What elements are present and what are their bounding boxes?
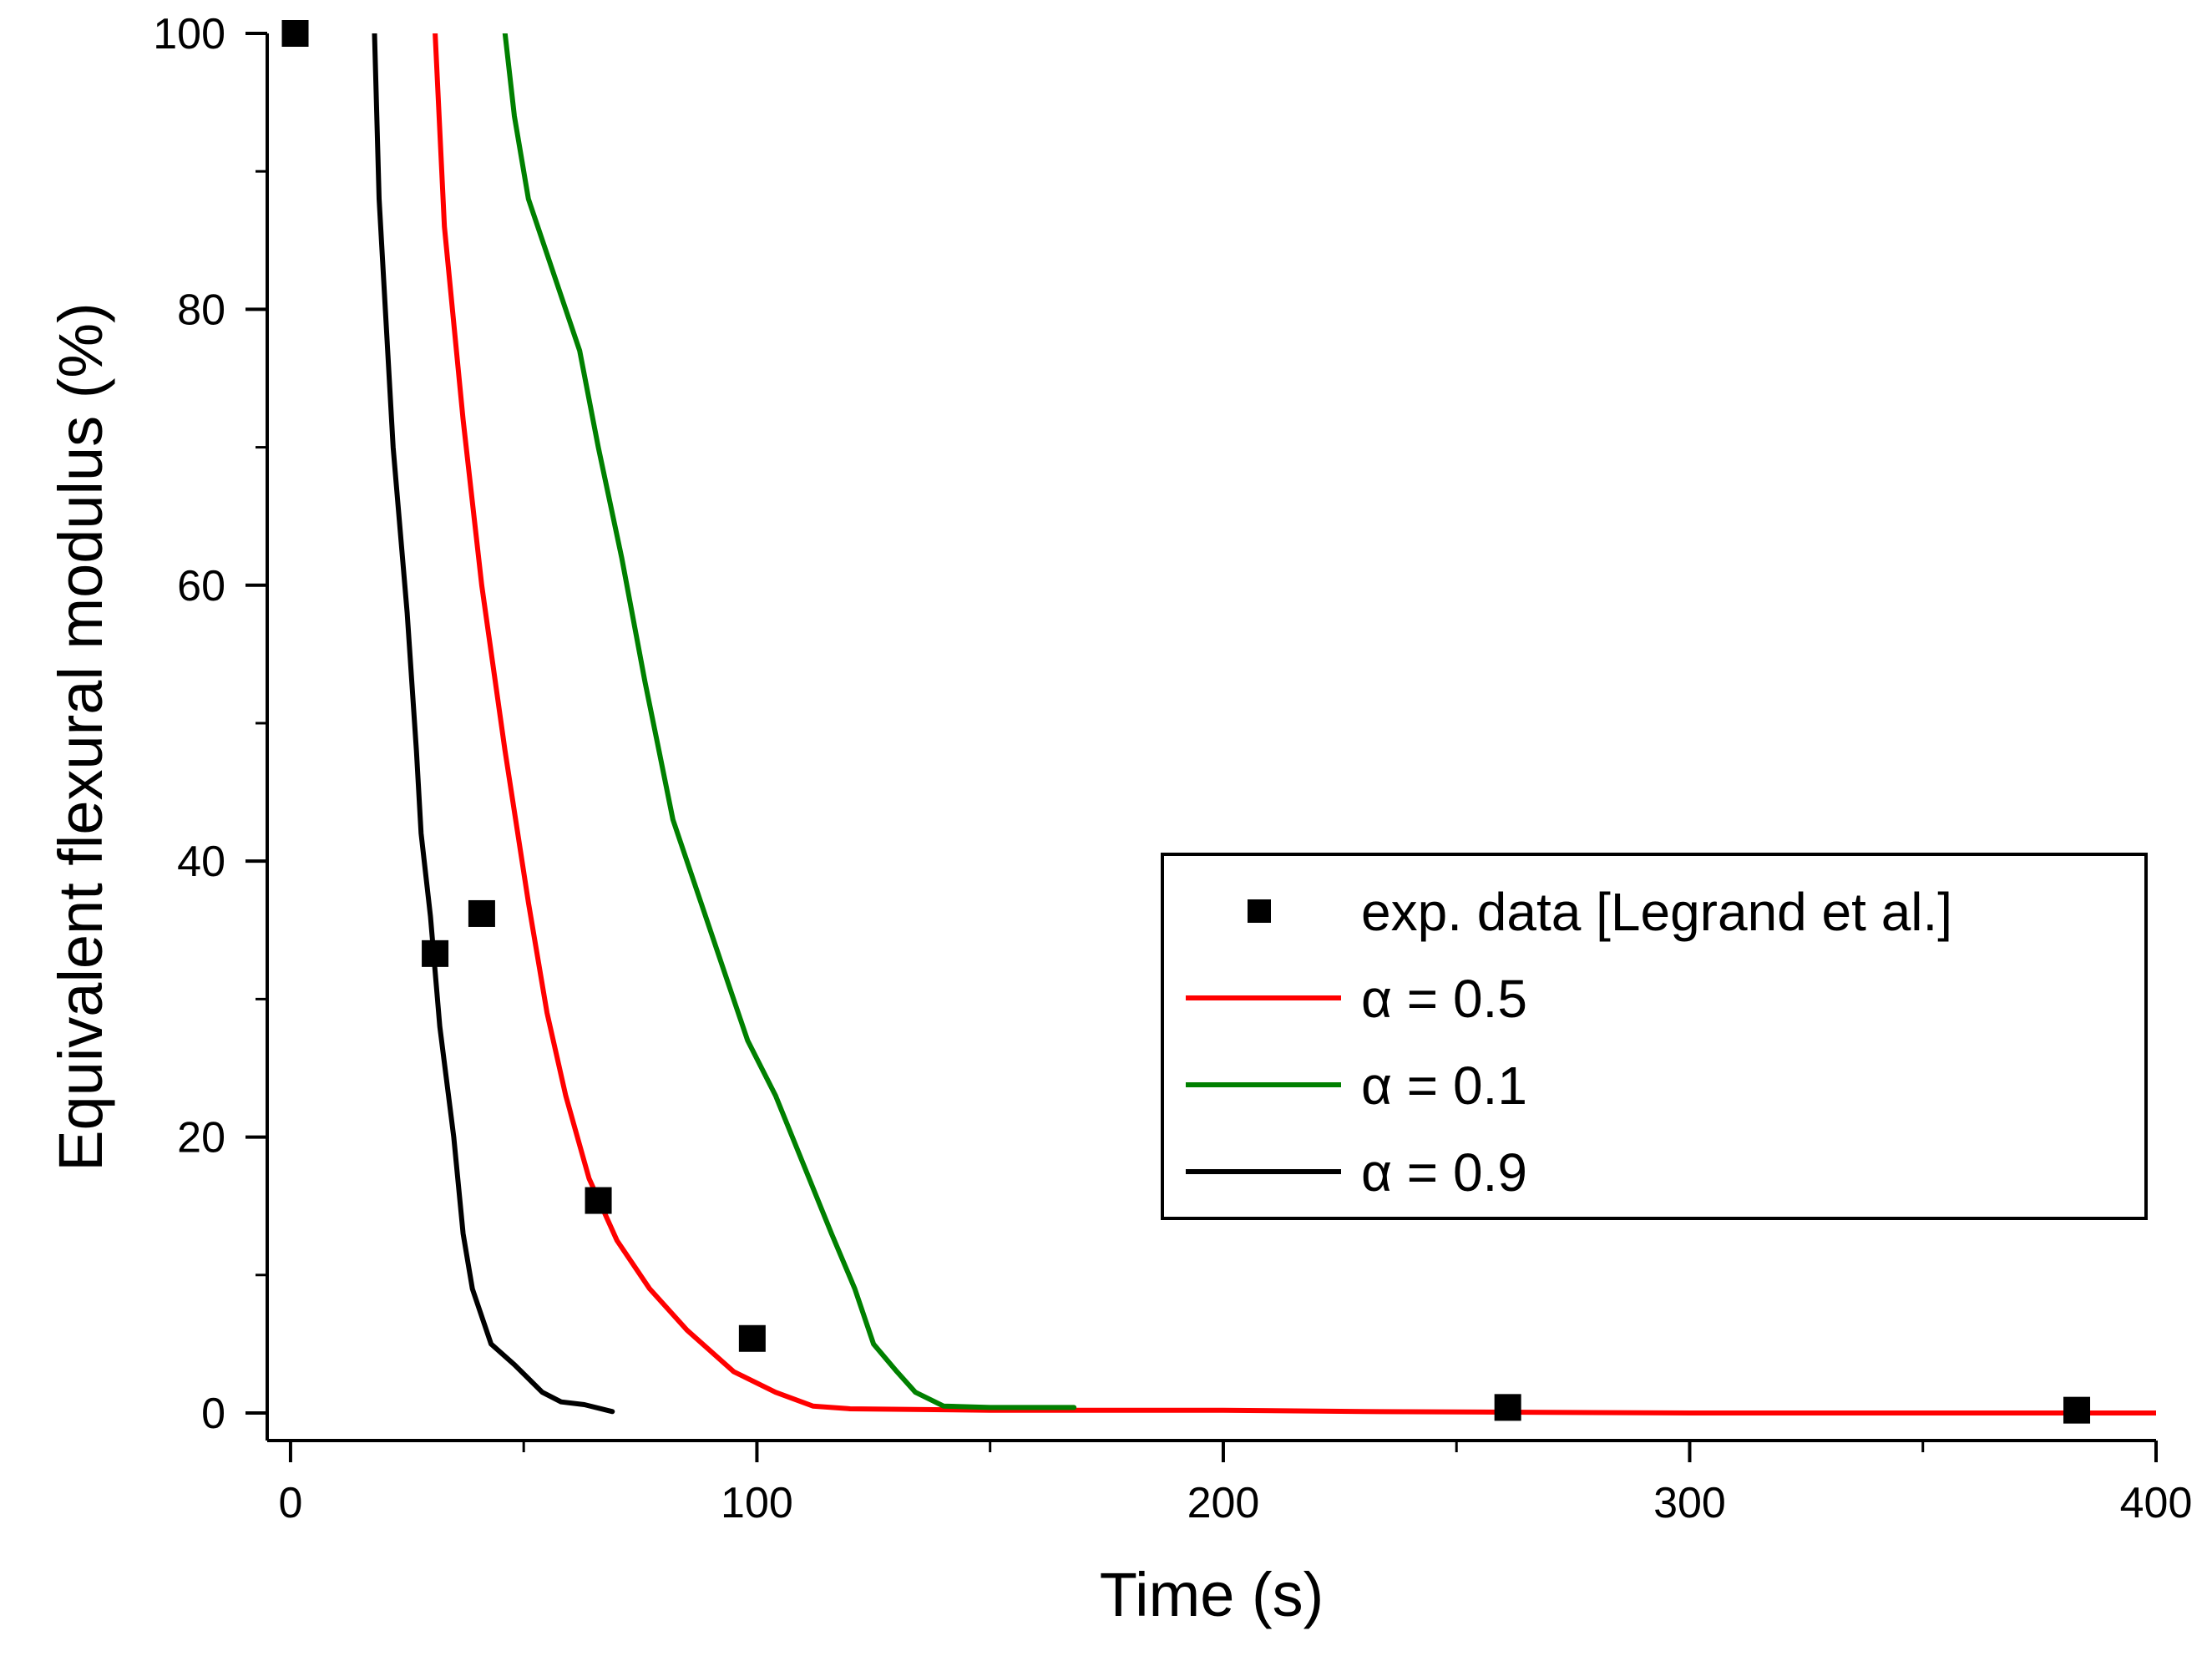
data-point-marker bbox=[2063, 1396, 2091, 1424]
legend-label: α = 0.5 bbox=[1361, 969, 1527, 1029]
data-point-marker bbox=[585, 1187, 612, 1214]
axes: 0 100 200 300 400 0 20 40 60 80 100 bbox=[153, 10, 2192, 1527]
series-layer bbox=[281, 20, 2156, 1424]
series-line-0-9 bbox=[372, 33, 615, 1415]
y-axis-title: Equivalent flexural modulus (%) bbox=[46, 302, 115, 1172]
legend-box bbox=[1161, 853, 2148, 1220]
x-tick-label: 400 bbox=[2120, 1479, 2193, 1527]
x-tick-label: 100 bbox=[721, 1479, 793, 1527]
data-point-marker bbox=[281, 20, 309, 47]
series-line-0-5 bbox=[433, 33, 2156, 1415]
y-tick-label: 100 bbox=[153, 10, 225, 58]
data-point-marker bbox=[1494, 1394, 1521, 1421]
y-tick-label: 60 bbox=[177, 562, 225, 610]
x-tick-label: 0 bbox=[278, 1479, 302, 1527]
x-tick-label: 200 bbox=[1187, 1479, 1260, 1527]
legend-label: α = 0.1 bbox=[1361, 1056, 1527, 1116]
y-tick-label: 0 bbox=[201, 1390, 225, 1438]
y-tick-label: 20 bbox=[177, 1114, 225, 1162]
legend-label: α = 0.9 bbox=[1361, 1142, 1527, 1203]
data-point-marker bbox=[422, 939, 449, 967]
data-point-marker bbox=[468, 899, 495, 927]
series-line-0-1 bbox=[502, 33, 1077, 1410]
legend-label: exp. data [Legrand et al.] bbox=[1361, 882, 1952, 942]
x-axis-title: Time (s) bbox=[1100, 1560, 1324, 1629]
legend-marker bbox=[1248, 899, 1271, 923]
y-tick-label: 80 bbox=[177, 286, 225, 334]
y-tick-label: 40 bbox=[177, 838, 225, 886]
legend: exp. data [Legrand et al.] α = 0.5 α = 0.1… bbox=[1161, 853, 2148, 1220]
data-point-marker bbox=[738, 1324, 766, 1352]
x-tick-label: 300 bbox=[1653, 1479, 1726, 1527]
